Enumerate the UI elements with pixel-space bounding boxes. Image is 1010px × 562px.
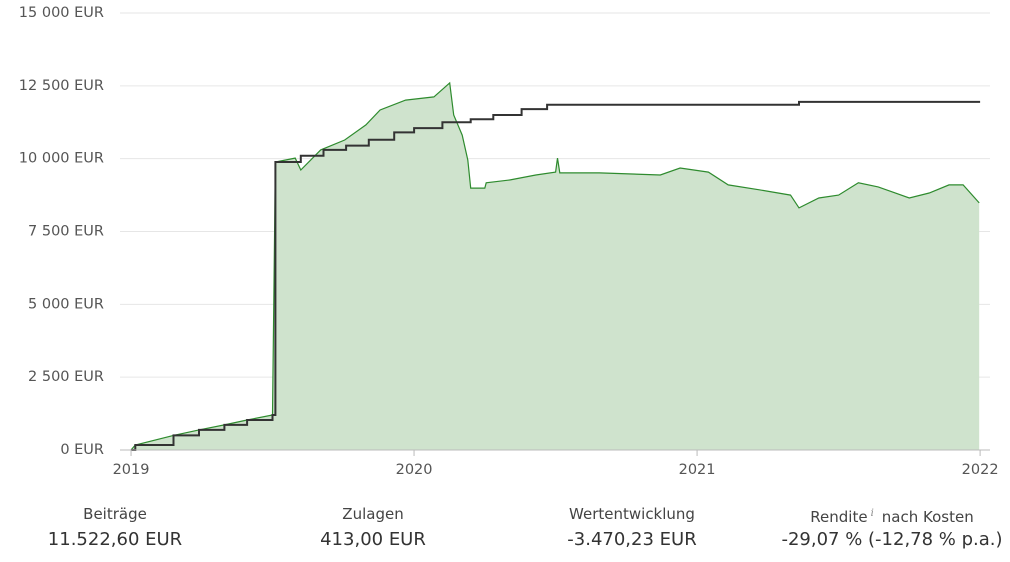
label-text: Wertentwicklung — [569, 505, 695, 523]
y-tick-label: 7 500 EUR — [28, 224, 104, 240]
stat-label: Zulagen — [243, 500, 503, 528]
stat-value: -29,07 % (-12,78 % p.a.) — [781, 529, 1003, 550]
x-tick-label: 2019 — [113, 462, 150, 478]
x-tick-label: 2022 — [962, 462, 999, 478]
y-tick-label: 10 000 EUR — [19, 151, 104, 167]
y-tick-label: 2 500 EUR — [28, 369, 104, 385]
label-text: Rendite — [810, 508, 868, 526]
stat-value: -3.470,23 EUR — [567, 529, 697, 550]
stat-label: Wertentwicklung — [502, 500, 762, 528]
stat-value: 11.522,60 EUR — [47, 529, 183, 550]
label-suffix: nach Kosten — [881, 508, 974, 526]
y-tick-label: 12 500 EUR — [19, 78, 104, 94]
stat: Wertentwicklung -3.470,23 EUR — [502, 500, 762, 552]
y-tick-label: 15 000 EUR — [19, 5, 104, 21]
chart: 0 EUR 2 500 EUR 5 000 EUR 7 500 EUR 10 000 E… — [19, 5, 999, 478]
y-tick-label: 0 EUR — [60, 442, 104, 458]
stat: Beiträge 11.522,60 EUR — [0, 500, 245, 552]
x-tick-label: 2021 — [679, 462, 716, 478]
line — [130, 81, 980, 451]
label-text: Beiträge — [83, 505, 147, 523]
stat: Rendite i nach Kosten -29,07 % (-12,78 % p.… — [762, 500, 1010, 552]
stat-value: 413,00 EUR — [320, 529, 426, 550]
stat-label: Rendite i nach Kosten — [762, 500, 1010, 528]
info-icon: i — [870, 508, 874, 519]
area — [131, 82, 980, 451]
stat: Zulagen 413,00 EUR — [243, 500, 503, 552]
stats: Beiträge 11.522,60 EUR Zulagen 413,00 EUR We… — [0, 500, 1010, 560]
line — [131, 100, 981, 451]
stat-label: Beiträge — [0, 500, 245, 528]
x-tick-label: 2020 — [396, 462, 433, 478]
y-tick-label: 5 000 EUR — [28, 296, 104, 312]
label-text: Zulagen — [342, 505, 404, 523]
